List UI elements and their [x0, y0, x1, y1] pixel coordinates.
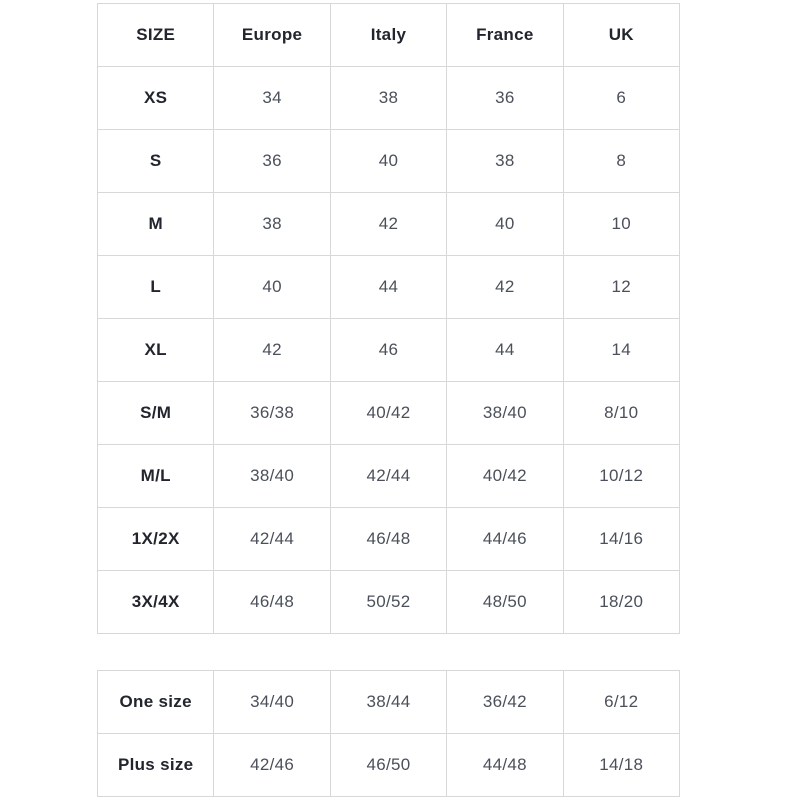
table-divider-gap [97, 634, 680, 670]
france-value: 48/50 [446, 570, 564, 634]
special-sizes-table: One size 34/40 38/44 36/42 6/12 Plus siz… [96, 670, 681, 797]
size-label: S [96, 129, 215, 193]
size-label: One size [96, 670, 215, 734]
france-value: 42 [446, 255, 564, 319]
italy-value: 40/42 [329, 381, 448, 445]
size-label: M/L [96, 444, 215, 508]
europe-value: 36/38 [213, 381, 331, 445]
italy-value: 46/48 [329, 507, 448, 571]
header-uk: UK [562, 3, 681, 67]
uk-value: 14 [562, 318, 681, 382]
europe-value: 34/40 [213, 670, 331, 734]
size-label: 1X/2X [96, 507, 215, 571]
europe-value: 38/40 [213, 444, 331, 508]
france-value: 44/46 [446, 507, 564, 571]
uk-value: 10/12 [562, 444, 681, 508]
france-value: 38/40 [446, 381, 564, 445]
size-label: S/M [96, 381, 215, 445]
size-label: XL [96, 318, 215, 382]
header-italy: Italy [329, 3, 448, 67]
size-label: 3X/4X [96, 570, 215, 634]
europe-value: 46/48 [213, 570, 331, 634]
italy-value: 50/52 [329, 570, 448, 634]
italy-value: 38/44 [329, 670, 448, 734]
italy-value: 46/50 [329, 733, 448, 797]
uk-value: 8/10 [562, 381, 681, 445]
uk-value: 14/18 [562, 733, 681, 797]
europe-value: 40 [213, 255, 331, 319]
europe-value: 38 [213, 192, 331, 256]
table-row: M 38 42 40 10 [96, 192, 681, 256]
table-row: 1X/2X 42/44 46/48 44/46 14/16 [96, 507, 681, 571]
size-label: XS [96, 66, 215, 130]
size-label: M [96, 192, 215, 256]
size-label: L [96, 255, 215, 319]
table-row: 3X/4X 46/48 50/52 48/50 18/20 [96, 570, 681, 634]
table-row: XL 42 46 44 14 [96, 318, 681, 382]
italy-value: 40 [329, 129, 448, 193]
france-value: 40/42 [446, 444, 564, 508]
uk-value: 12 [562, 255, 681, 319]
uk-value: 10 [562, 192, 681, 256]
table-row: Plus size 42/46 46/50 44/48 14/18 [96, 733, 681, 797]
italy-value: 42 [329, 192, 448, 256]
size-label: Plus size [96, 733, 215, 797]
uk-value: 14/16 [562, 507, 681, 571]
table-header-row: SIZE Europe Italy France UK [96, 3, 681, 67]
europe-value: 42/46 [213, 733, 331, 797]
table-row: S 36 40 38 8 [96, 129, 681, 193]
europe-value: 34 [213, 66, 331, 130]
italy-value: 42/44 [329, 444, 448, 508]
size-chart-table: SIZE Europe Italy France UK XS 34 38 36 … [96, 3, 681, 634]
table-row: S/M 36/38 40/42 38/40 8/10 [96, 381, 681, 445]
france-value: 44 [446, 318, 564, 382]
table-row: M/L 38/40 42/44 40/42 10/12 [96, 444, 681, 508]
table-row: L 40 44 42 12 [96, 255, 681, 319]
uk-value: 18/20 [562, 570, 681, 634]
header-france: France [446, 3, 564, 67]
uk-value: 6/12 [562, 670, 681, 734]
europe-value: 42 [213, 318, 331, 382]
europe-value: 42/44 [213, 507, 331, 571]
france-value: 36 [446, 66, 564, 130]
italy-value: 38 [329, 66, 448, 130]
italy-value: 46 [329, 318, 448, 382]
uk-value: 6 [562, 66, 681, 130]
france-value: 40 [446, 192, 564, 256]
italy-value: 44 [329, 255, 448, 319]
table-row: XS 34 38 36 6 [96, 66, 681, 130]
france-value: 44/48 [446, 733, 564, 797]
header-europe: Europe [213, 3, 331, 67]
france-value: 38 [446, 129, 564, 193]
uk-value: 8 [562, 129, 681, 193]
france-value: 36/42 [446, 670, 564, 734]
europe-value: 36 [213, 129, 331, 193]
table-row: One size 34/40 38/44 36/42 6/12 [96, 670, 681, 734]
header-size: SIZE [96, 3, 215, 67]
size-conversion-chart: SIZE Europe Italy France UK XS 34 38 36 … [96, 3, 681, 797]
